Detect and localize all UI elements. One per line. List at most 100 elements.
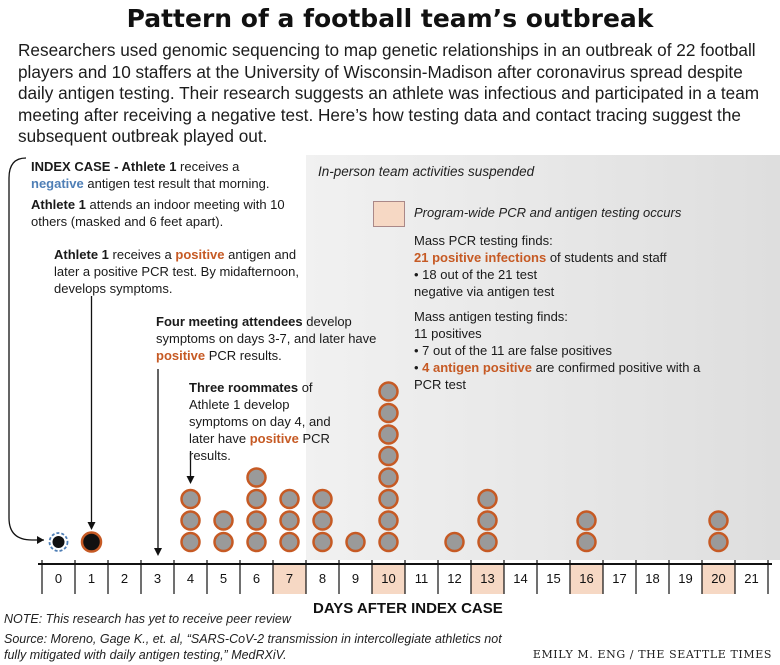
- annotation-index-case: INDEX CASE - Athlete 1 receives a negati…: [31, 158, 301, 192]
- mass-pcr-head: Mass PCR testing finds:: [414, 233, 553, 248]
- athlete1-arrowhead: [87, 522, 96, 530]
- mass-antigen-bullet2-positive: 4 antigen positive: [422, 360, 532, 375]
- roommates-arrowhead: [186, 476, 195, 484]
- pcr-day-cell-20: [702, 564, 735, 594]
- day-label-1: 1: [88, 571, 95, 586]
- annotation-roommates: Three roommates of Athlete 1 develop sym…: [189, 379, 339, 464]
- mass-pcr-tail: of students and staff: [546, 250, 667, 265]
- day-label-16: 16: [579, 571, 593, 586]
- pcr-day-cell-13: [471, 564, 504, 594]
- day-label-11: 11: [415, 571, 429, 586]
- case-dot: [477, 510, 498, 531]
- day-label-15: 15: [546, 571, 560, 586]
- case-dot: [246, 467, 267, 488]
- case-dot: [312, 531, 333, 553]
- case-dot: [180, 531, 201, 553]
- case-dot: [378, 510, 399, 531]
- index-case-dot-ring: [48, 532, 69, 552]
- page-title: Pattern of a football team’s outbreak: [126, 4, 654, 33]
- attendees-text-1: develop symptoms on days 3-7, and later …: [156, 314, 377, 346]
- case-dot: [213, 510, 234, 531]
- index-case-label: INDEX CASE - Athlete 1: [31, 159, 177, 174]
- day-label-0: 0: [55, 571, 62, 586]
- athlete1-positive-dot: [80, 531, 103, 553]
- roommates-text-2: PCR results.: [189, 431, 330, 463]
- case-dot: [378, 531, 399, 553]
- pcr-day-cell-10: [372, 564, 405, 594]
- day-label-3: 3: [154, 571, 161, 586]
- case-dot: [246, 488, 267, 510]
- intro-text: Researchers used genomic sequencing to m…: [18, 40, 760, 147]
- mass-pcr-bullet: • 18 out of the 21 test negative via ant…: [414, 267, 555, 299]
- case-dot: [378, 467, 399, 488]
- note-text: NOTE: This research has yet to receive p…: [4, 612, 291, 626]
- case-dot: [246, 510, 267, 531]
- positive-text-2: antigen and later a positive PCR test. B…: [54, 247, 299, 296]
- annotation-attendees: Four meeting attendees develop symptoms …: [156, 313, 388, 364]
- case-dot: [180, 488, 201, 510]
- case-dot: [213, 531, 234, 553]
- attendees-label: Four meeting attendees: [156, 314, 303, 329]
- day-label-9: 9: [352, 571, 359, 586]
- day-label-5: 5: [220, 571, 227, 586]
- pcr-day-cell-16: [570, 564, 603, 594]
- attendees-text-2: PCR results.: [205, 348, 282, 363]
- day-label-6: 6: [253, 571, 260, 586]
- case-dot: [378, 445, 399, 467]
- day-label-10: 10: [381, 571, 395, 586]
- day-label-14: 14: [513, 571, 527, 586]
- case-dot: [312, 488, 333, 510]
- roommates-label: Three roommates: [189, 380, 299, 395]
- case-dot: [378, 402, 399, 424]
- meeting-athlete: Athlete 1: [31, 197, 86, 212]
- index-case-connector: [8, 157, 44, 541]
- day-label-18: 18: [645, 571, 659, 586]
- day-label-7: 7: [286, 571, 293, 586]
- day-label-12: 12: [447, 571, 461, 586]
- day-label-8: 8: [319, 571, 326, 586]
- day-label-19: 19: [678, 571, 692, 586]
- mass-pcr-positive: 21 positive infections: [414, 250, 547, 265]
- case-dot: [708, 531, 729, 553]
- case-dot: [312, 510, 333, 531]
- case-dot: [279, 510, 300, 531]
- case-dot: [444, 531, 465, 553]
- annotation-meeting: Athlete 1 attends an indoor meeting with…: [31, 196, 293, 230]
- annotation-mass-pcr: Mass PCR testing finds: 21 positive infe…: [414, 232, 714, 300]
- case-dot: [378, 488, 399, 510]
- meeting-text: attends an indoor meeting with 10 others…: [31, 197, 285, 229]
- index-case-text-2: antigen test result that morning.: [83, 176, 270, 191]
- case-dot: [180, 510, 201, 531]
- roommates-positive-word: positive: [249, 431, 299, 446]
- mass-antigen-bullet2-text: are confirmed positive with a PCR test: [414, 360, 701, 392]
- pcr-legend-label: Program-wide PCR and antigen testing occ…: [414, 205, 682, 220]
- case-dot: [477, 531, 498, 553]
- case-dot: [378, 381, 399, 402]
- case-dot: [345, 531, 366, 553]
- day-label-20: 20: [711, 571, 725, 586]
- day-label-21: 21: [744, 571, 758, 586]
- case-dot: [477, 488, 498, 510]
- day-label-13: 13: [480, 571, 494, 586]
- case-dot: [246, 531, 267, 553]
- case-dot: [378, 424, 399, 445]
- attendees-positive-word: positive: [156, 348, 206, 363]
- index-case-arrowhead: [37, 536, 44, 544]
- day-label-2: 2: [121, 571, 128, 586]
- case-dot: [576, 531, 597, 553]
- annotation-positive-test: Athlete 1 receives a positive antigen an…: [54, 246, 300, 297]
- positive-athlete: Athlete 1: [54, 247, 109, 262]
- suspended-label: In-person team activities suspended: [318, 164, 535, 179]
- case-dot: [576, 510, 597, 531]
- credit-text: EMILY M. ENG / THE SEATTLE TIMES: [532, 648, 772, 661]
- pcr-legend-swatch: [373, 201, 405, 227]
- source-text: Source: Moreno, Gage K., et. al, “SARS-C…: [4, 632, 502, 662]
- index-case-dot: [52, 536, 65, 548]
- case-dot: [279, 531, 300, 553]
- mass-antigen-bullet1: • 7 out of the 11 are false positives: [414, 343, 612, 358]
- negative-word: negative: [31, 176, 84, 191]
- case-dot: [279, 488, 300, 510]
- positive-text-1: receives a: [108, 247, 176, 262]
- annotation-mass-antigen: Mass antigen testing finds: 11 positives…: [414, 309, 701, 392]
